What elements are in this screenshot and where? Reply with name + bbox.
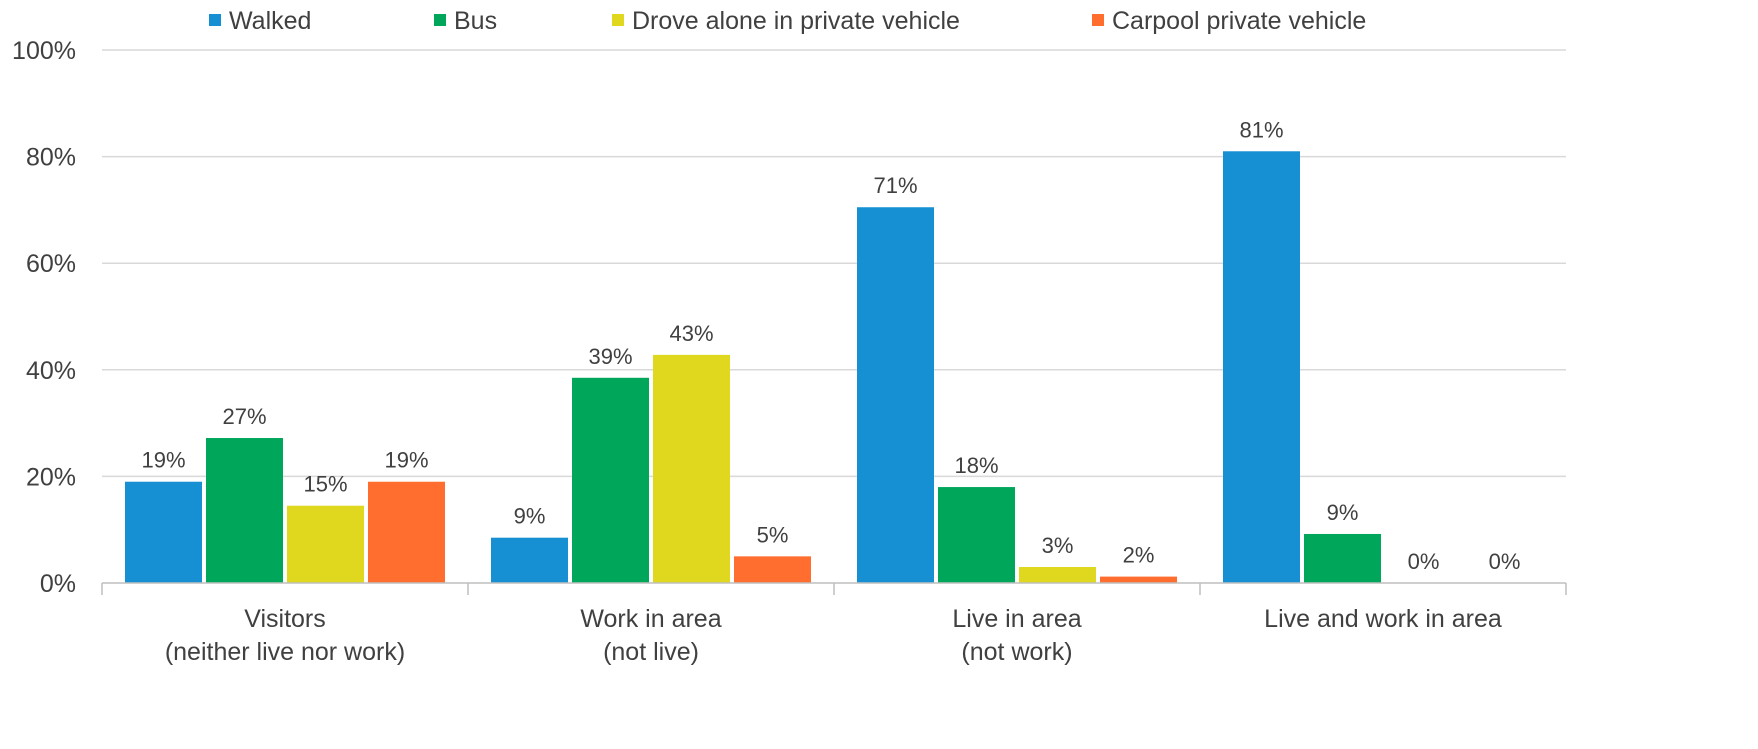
legend-label: Drove alone in private vehicle — [632, 7, 960, 35]
data-label: 71% — [873, 173, 917, 198]
data-label: 9% — [1327, 500, 1359, 525]
y-tick-label: 20% — [26, 463, 76, 491]
x-axis: Visitors (neither live nor work) Work in a… — [101, 582, 1567, 666]
legend-label: Walked — [229, 7, 311, 35]
bar — [653, 354, 730, 583]
bar — [125, 481, 202, 583]
data-label: 27% — [222, 404, 266, 429]
y-axis: 0% 20% 40% 60% 80% 100% — [12, 37, 76, 598]
bar — [206, 438, 283, 583]
bar — [491, 537, 568, 583]
data-label: 2% — [1123, 543, 1155, 568]
legend-swatch — [434, 14, 446, 26]
bar — [1223, 151, 1300, 583]
bar — [1019, 567, 1096, 583]
y-tick-label: 0% — [40, 570, 76, 598]
data-label: 39% — [588, 344, 632, 369]
x-category-label: Work in area (not live) — [580, 605, 721, 666]
data-label: 19% — [384, 448, 428, 473]
legend-swatch — [209, 14, 221, 26]
data-label: 81% — [1239, 117, 1283, 142]
data-label: 5% — [757, 522, 789, 547]
data-label: 43% — [669, 321, 713, 346]
data-label: 18% — [954, 453, 998, 478]
bars: 19% 9% 71% 81% 27% 39% 18% 9% 15% 43% 3% 0% 19% 5% 2% 0… — [125, 117, 1521, 584]
bar — [368, 481, 445, 583]
gridlines — [102, 49, 1566, 478]
data-label: 3% — [1042, 533, 1074, 558]
x-category-label: Live and work in area — [1264, 605, 1502, 633]
legend-label: Carpool private vehicle — [1112, 7, 1366, 35]
legend-label: Bus — [454, 7, 497, 35]
x-category-label: Visitors (neither live nor work) — [165, 605, 405, 666]
data-label: 9% — [514, 504, 546, 529]
data-label: 15% — [303, 472, 347, 497]
data-label: 19% — [141, 448, 185, 473]
bar — [287, 505, 364, 583]
bar — [938, 487, 1015, 583]
bar — [572, 377, 649, 583]
legend: Walked Bus Drove alone in private vehicle C… — [209, 7, 1366, 35]
data-label: 0% — [1408, 549, 1440, 574]
bar — [1304, 533, 1381, 583]
legend-swatch — [1092, 14, 1104, 26]
y-tick-label: 100% — [12, 37, 76, 65]
y-tick-label: 60% — [26, 250, 76, 278]
data-label: 0% — [1489, 549, 1521, 574]
bar — [734, 556, 811, 583]
y-tick-label: 80% — [26, 144, 76, 172]
bar — [857, 207, 934, 584]
bar — [1100, 576, 1177, 583]
x-category-label: Live in area (not work) — [952, 605, 1081, 666]
legend-swatch — [612, 14, 624, 26]
y-tick-label: 40% — [26, 357, 76, 385]
